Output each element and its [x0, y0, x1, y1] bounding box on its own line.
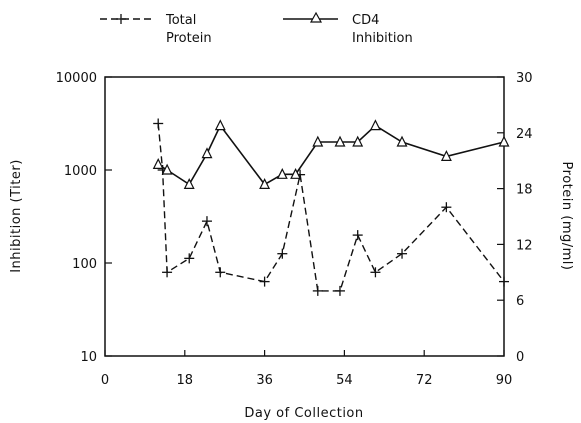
data-point-total-protein [312, 285, 323, 296]
legend-marker-cd4-inhibition [309, 11, 323, 23]
y-right-tick-label: 24 [516, 127, 533, 142]
legend-label-cd4-inhibition-line1: CD4 [352, 13, 379, 28]
data-point-cd4-inhibition [290, 167, 302, 179]
legend-label-cd4-inhibition-line2: Inhibition [352, 31, 413, 46]
plot-frame [104, 76, 505, 357]
y-right-axis-title: Protein (mg/ml) [559, 162, 574, 271]
data-point-total-protein [499, 276, 509, 287]
data-point-cd4-inhibition [161, 163, 173, 175]
data-point-cd4-inhibition [352, 135, 364, 147]
x-tick-label: 0 [101, 373, 109, 388]
y-right-tick-label: 18 [516, 183, 533, 198]
y-right-tick-label: 6 [516, 294, 524, 309]
series-layer [152, 118, 510, 296]
legend: Total Protein CD4 Inhibition [100, 11, 413, 46]
data-point-total-protein [441, 202, 452, 213]
x-tick-label: 90 [496, 373, 513, 388]
data-point-total-protein [277, 248, 288, 259]
data-point-cd4-inhibition [259, 178, 271, 189]
left-axis: 10 100 1000 10000 [56, 71, 112, 365]
legend-label-total-protein-line1: Total [165, 13, 196, 28]
x-tick-label: 36 [256, 373, 273, 388]
x-tick-label: 54 [336, 373, 353, 388]
data-point-total-protein [215, 267, 226, 278]
y-left-tick-label: 10 [80, 350, 97, 365]
data-point-total-protein [153, 118, 164, 129]
right-axis: 0 6 12 18 24 30 [497, 71, 533, 365]
series-line-total-protein [157, 123, 505, 292]
data-point-total-protein [162, 267, 173, 278]
data-point-total-protein [352, 230, 363, 241]
data-point-total-protein [259, 276, 270, 287]
data-point-total-protein [201, 216, 212, 227]
data-point-total-protein [370, 267, 381, 278]
legend-marker-total-protein [116, 14, 126, 24]
data-point-cd4-inhibition [152, 158, 164, 169]
data-point-total-protein [184, 253, 195, 264]
data-point-total-protein [397, 248, 408, 259]
y-left-tick-label: 100 [72, 257, 97, 272]
x-axis-title: Day of Collection [244, 406, 363, 421]
data-point-cd4-inhibition [396, 135, 408, 147]
y-right-tick-label: 0 [516, 350, 524, 365]
data-point-cd4-inhibition [201, 147, 213, 159]
data-point-cd4-inhibition [334, 135, 346, 147]
y-left-tick-label: 10000 [56, 71, 97, 86]
data-point-cd4-inhibition [312, 135, 324, 147]
x-axis: 0 18 36 54 72 90 [101, 350, 512, 388]
x-tick-label: 18 [177, 373, 194, 388]
data-point-cd4-inhibition [369, 119, 381, 131]
y-left-tick-label: 1000 [64, 164, 97, 179]
data-point-cd4-inhibition [183, 178, 195, 189]
data-point-cd4-inhibition [498, 135, 510, 147]
x-tick-label: 72 [416, 373, 433, 388]
data-point-cd4-inhibition [440, 150, 452, 161]
y-left-axis-title: Inhibition (Titer) [9, 159, 24, 273]
data-point-cd4-inhibition [276, 167, 288, 179]
data-point-cd4-inhibition [214, 119, 226, 131]
data-point-total-protein [334, 285, 345, 296]
y-right-tick-label: 12 [516, 238, 533, 253]
y-right-tick-label: 30 [516, 71, 533, 86]
legend-label-total-protein-line2: Protein [166, 31, 212, 46]
